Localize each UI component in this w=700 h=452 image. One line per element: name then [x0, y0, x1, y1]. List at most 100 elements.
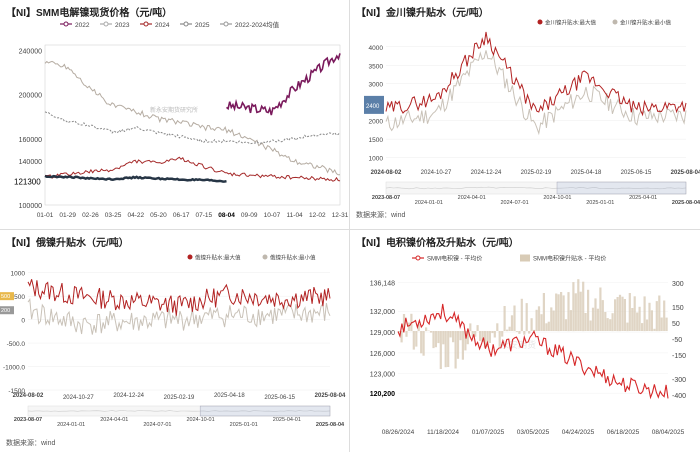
- y-tick-label: 140000: [19, 159, 42, 166]
- premium-bar: [648, 302, 651, 331]
- premium-bar: [439, 331, 442, 369]
- legend-label: 俄镍升贴水:最大值: [195, 254, 241, 262]
- x-tick-label: 12-02: [309, 212, 326, 219]
- premium-bar: [606, 318, 609, 331]
- y-tick-label: 2000: [369, 119, 384, 126]
- premium-bar: [520, 298, 523, 332]
- legend-marker: [63, 21, 69, 27]
- legend-label: 2024: [155, 22, 170, 29]
- premium-bar: [425, 327, 428, 332]
- premium-bar: [402, 314, 406, 331]
- premium-bar: [528, 331, 531, 334]
- premium-bar: [452, 331, 455, 343]
- premium-bar: [444, 331, 447, 368]
- data-source: 数据来源：wind: [6, 440, 56, 447]
- premium-bar: [434, 331, 437, 348]
- premium-bar: [569, 310, 572, 331]
- y-tick-label-left: 126,000: [370, 351, 395, 358]
- x-tick-label: 01/07/2025: [472, 429, 505, 436]
- x-tick-label: 2025-04-18: [571, 170, 602, 176]
- premium-bar: [466, 331, 469, 345]
- premium-bar: [429, 331, 433, 333]
- premium-bar: [432, 331, 435, 349]
- x-tick-label: 2025-02-19: [521, 170, 552, 176]
- premium-bar: [483, 331, 487, 348]
- panel-electro: 【NI】电积镍价格及升贴水（元/吨） 136,148 132,000 129,000…: [350, 230, 700, 452]
- y-tick-label: 500: [14, 294, 25, 301]
- x-tick-label: 2025-04-18: [214, 393, 245, 399]
- nav-tick-label: 2025-04-01: [273, 417, 301, 423]
- premium-bar: [574, 293, 577, 331]
- side-label-bg: [364, 95, 384, 114]
- x-tick-label: 10-07: [264, 212, 281, 219]
- watermark: 新永安期货研究所: [150, 106, 198, 114]
- legend-marker: [415, 255, 421, 261]
- premium-bar: [464, 331, 467, 351]
- premium-bar: [486, 331, 489, 347]
- y-tick-label: 3500: [369, 63, 384, 70]
- legend-marker: [223, 21, 229, 27]
- y-tick-label: 1000: [369, 156, 384, 163]
- legend-label: SMM电积镍升贴水 - 平均价: [533, 255, 606, 263]
- y-tick-label-left: 120,200: [370, 391, 395, 398]
- y-tick-label: 0: [21, 318, 25, 325]
- nav-tick-label: 2025-08-04: [672, 200, 700, 206]
- premium-bar: [398, 331, 401, 333]
- premium-bar: [584, 313, 587, 331]
- premium-bar: [540, 314, 543, 331]
- nav-tick-label: 2024-07-01: [501, 200, 529, 206]
- premium-bar: [572, 282, 575, 332]
- premium-bar: [542, 293, 545, 331]
- premium-bar: [550, 307, 553, 331]
- premium-bar: [506, 329, 509, 332]
- nav-tick-label: 2025-04-01: [629, 195, 657, 201]
- premium-bar: [479, 331, 482, 341]
- x-tick-label: 03-25: [105, 212, 122, 219]
- premium-bar: [621, 296, 624, 331]
- x-tick-label: 2025-02-19: [164, 395, 195, 401]
- premium-bar: [417, 324, 420, 332]
- x-tick-label: 2025-06-15: [264, 395, 295, 401]
- legend-marker: [187, 254, 193, 260]
- premium-bar: [643, 296, 646, 332]
- y-tick-label: 1000: [11, 271, 26, 278]
- panel-title: 【NI】金川镍升贴水（元/吨）: [356, 8, 489, 19]
- series-line: [44, 174, 227, 183]
- premium-bar: [567, 292, 570, 332]
- y-tick-label: 4000: [369, 45, 384, 52]
- data-source: 数据来源：wind: [356, 212, 406, 219]
- premium-bar: [493, 331, 496, 338]
- premium-bar: [626, 322, 629, 332]
- legend-label: 2025: [195, 22, 210, 29]
- nav-tick-label: 2024-01-01: [415, 200, 443, 206]
- watermark: 永安期货: [500, 339, 536, 350]
- x-tick-label: 06/18/2025: [607, 429, 640, 436]
- premium-bar: [614, 299, 617, 331]
- nav-tick-label: 2024-10-01: [543, 195, 571, 201]
- premium-bar: [641, 323, 644, 331]
- nav-tick-label: 2024-04-01: [100, 417, 128, 423]
- premium-bar: [633, 296, 636, 331]
- y-tick-label-left: 129,000: [370, 330, 395, 337]
- legend-label: 2022-2024均值: [235, 20, 280, 29]
- y-tick-label-right: -300: [672, 377, 686, 384]
- series-line-max: [385, 31, 687, 117]
- legend-marker: [143, 21, 149, 27]
- x-tick-label: 01-01: [37, 212, 54, 219]
- y-tick-label: 3000: [369, 82, 384, 89]
- panel-title: 【NI】SMM电解镍现货价格（元/吨）: [6, 8, 173, 19]
- premium-bar: [638, 306, 641, 331]
- y-tick-label: 1500: [369, 137, 384, 144]
- premium-bar: [407, 322, 410, 331]
- y-tick-label: 200000: [19, 93, 42, 100]
- premium-bar: [447, 331, 450, 367]
- premium-bar: [552, 310, 555, 331]
- premium-bar: [405, 331, 408, 337]
- premium-bar: [547, 321, 550, 331]
- premium-bar: [508, 326, 511, 331]
- premium-bar: [604, 312, 607, 331]
- premium-bar: [510, 315, 514, 331]
- premium-bar: [564, 319, 568, 331]
- premium-bar: [596, 308, 599, 331]
- premium-bar: [422, 331, 425, 356]
